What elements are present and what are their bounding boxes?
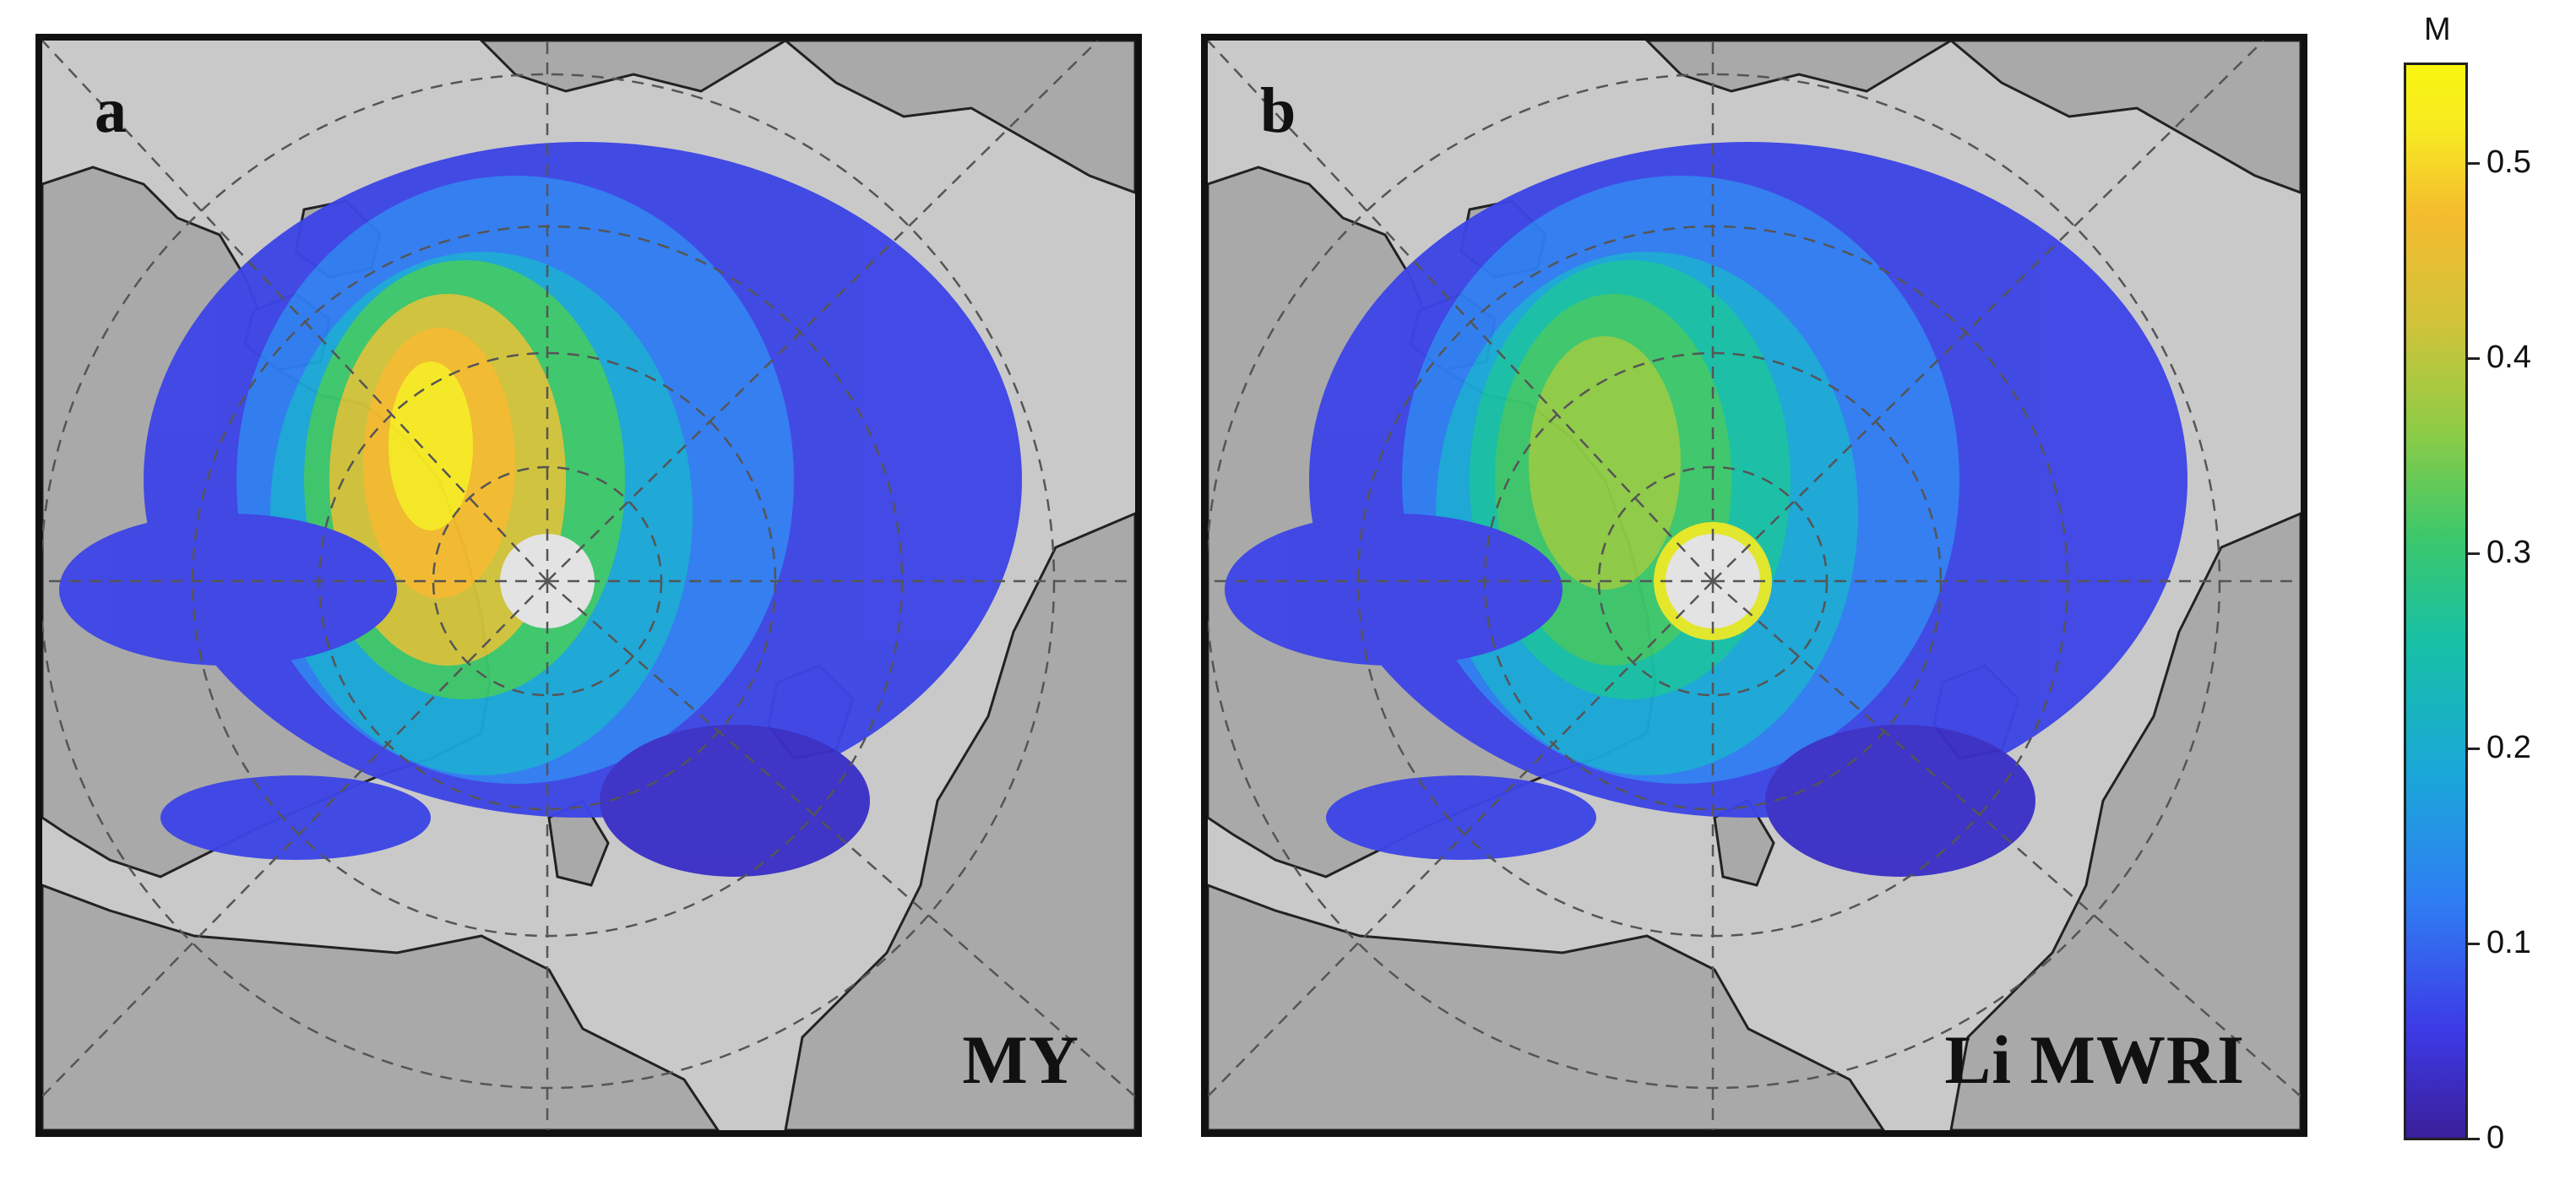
colorbar-tick-label: 0.3	[2486, 535, 2531, 570]
panel-letter: a	[95, 75, 127, 146]
panel-title: MY	[962, 1021, 1079, 1098]
arctic-map-b	[1208, 41, 2301, 1130]
colorbar-tick	[2468, 552, 2480, 555]
colorbar	[2404, 63, 2468, 1140]
colorbar-tick-label: 0.4	[2486, 340, 2531, 375]
colorbar-tick	[2468, 357, 2480, 360]
map-panel-b: b Li MWRI	[1201, 34, 2307, 1137]
panel-letter: b	[1260, 75, 1296, 146]
colorbar-tick-label: 0.5	[2486, 144, 2531, 180]
colorbar-tick-label: 0.2	[2486, 730, 2531, 765]
colorbar-tick	[2468, 162, 2480, 165]
colorbar-tick	[2468, 748, 2480, 750]
colorbar-tick-label: 0.1	[2486, 925, 2531, 960]
arctic-map-a	[42, 41, 1135, 1130]
colorbar-tick	[2468, 1138, 2480, 1140]
map-panel-a: a MY	[35, 34, 1142, 1137]
colorbar-tick	[2468, 943, 2480, 945]
colorbar-unit-label: M	[2424, 12, 2451, 47]
colorbar-tick-label: 0	[2486, 1120, 2505, 1156]
panel-title: Li MWRI	[1944, 1021, 2245, 1098]
